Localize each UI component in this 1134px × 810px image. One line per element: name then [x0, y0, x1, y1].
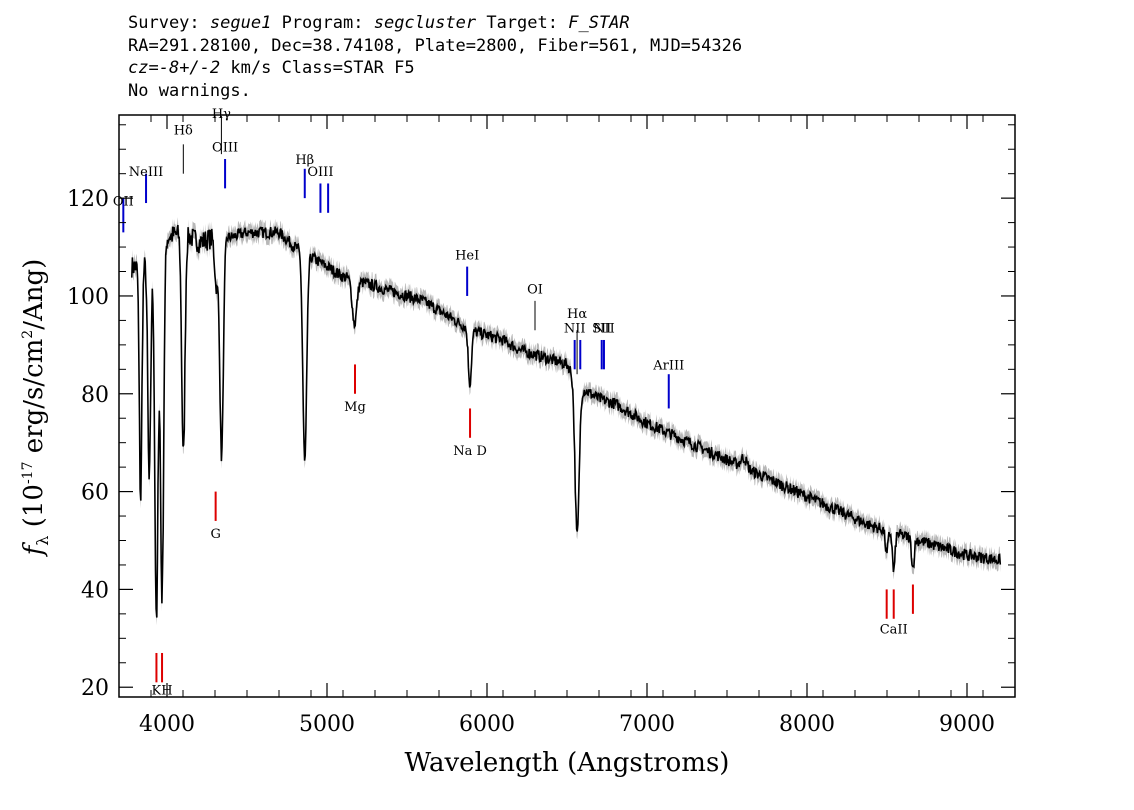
x-tick-label: 7000 — [619, 712, 675, 737]
y-axis-open: (10 — [19, 484, 49, 536]
x-tick-label: 6000 — [459, 712, 515, 737]
axis-ticks: 4000 5000 6000 7000 8000 9000 20 40 60 80 100 120 — [67, 115, 1016, 737]
header-line-survey: Survey: segue1 Program: segcluster Targe… — [128, 12, 742, 35]
line-marker-label: Hα — [567, 307, 587, 322]
y-tick-label: 100 — [67, 285, 109, 310]
line-marker-label: HeI — [455, 248, 479, 263]
line-marker-label: OIII — [212, 141, 238, 156]
plot-frame — [118, 114, 1016, 698]
x-tick-label: 5000 — [299, 712, 355, 737]
line-marker-label: ArIII — [652, 358, 684, 373]
line-marker-label: NII — [593, 322, 615, 337]
header-line-warnings: No warnings. — [128, 80, 251, 101]
line-markers: OIINeIIIHδHγOIIIHβOIIIHeIOINIIHαSIINIIAr… — [113, 107, 914, 699]
line-marker-label: OIII — [307, 165, 333, 180]
line-marker-label: G — [210, 527, 220, 542]
y-axis-sub: λ — [33, 536, 52, 546]
cz-value: -8+/-2 — [158, 58, 221, 78]
line-marker-label: NeIII — [129, 165, 163, 180]
target-label: Target: — [486, 13, 558, 33]
y-tick-label: 120 — [67, 187, 109, 212]
line-marker-label: Hβ — [295, 153, 314, 168]
spectrum-header: Survey: segue1 Program: segcluster Targe… — [128, 12, 742, 102]
program-label: Program: — [281, 13, 364, 33]
line-marker-label: Hδ — [174, 124, 193, 139]
x-axis-title: Wavelength (Angstroms) — [405, 748, 730, 778]
survey-label: Survey: — [128, 13, 200, 33]
y-tick-label: 20 — [81, 676, 109, 701]
y-axis-close: /Ang) — [19, 259, 49, 330]
y-tick-label: 40 — [81, 578, 109, 603]
y-axis-exp: -17 — [20, 462, 36, 485]
line-marker-label: OII — [113, 194, 134, 209]
line-marker-label: NII — [564, 322, 586, 337]
y-tick-label: 60 — [81, 481, 109, 506]
target-value: F_STAR — [568, 13, 630, 33]
x-tick-label: 8000 — [779, 712, 835, 737]
error-band-area — [131, 217, 1001, 626]
program-value: segcluster — [373, 13, 477, 33]
header-line-coordinates: RA=291.28100, Dec=38.74108, Plate=2800, … — [128, 35, 743, 56]
line-marker-label: OI — [527, 283, 543, 298]
line-marker-label: CaII — [880, 622, 908, 637]
error-band — [131, 217, 1001, 626]
class-text: km/s Class=STAR F5 — [230, 58, 415, 78]
x-tick-label: 4000 — [139, 712, 195, 737]
y-axis-exp2: 2 — [20, 330, 36, 339]
y-axis-title: fλ (10-17 erg/s/cm2/Ang) — [19, 259, 52, 558]
cz-label: cz= — [128, 58, 159, 78]
line-marker-label: Mg — [344, 400, 366, 415]
survey-value: segue1 — [209, 13, 272, 33]
y-axis-mid: erg/s/cm — [19, 339, 49, 462]
header-line-redshift: cz=-8+/-2 km/s Class=STAR F5 — [128, 57, 742, 80]
y-tick-label: 80 — [81, 383, 109, 408]
flux-series — [131, 224, 1002, 618]
flux-line — [131, 224, 1002, 618]
line-marker-label: Na D — [453, 444, 487, 459]
line-marker-label: SII — [592, 322, 611, 337]
x-tick-label: 9000 — [939, 712, 995, 737]
